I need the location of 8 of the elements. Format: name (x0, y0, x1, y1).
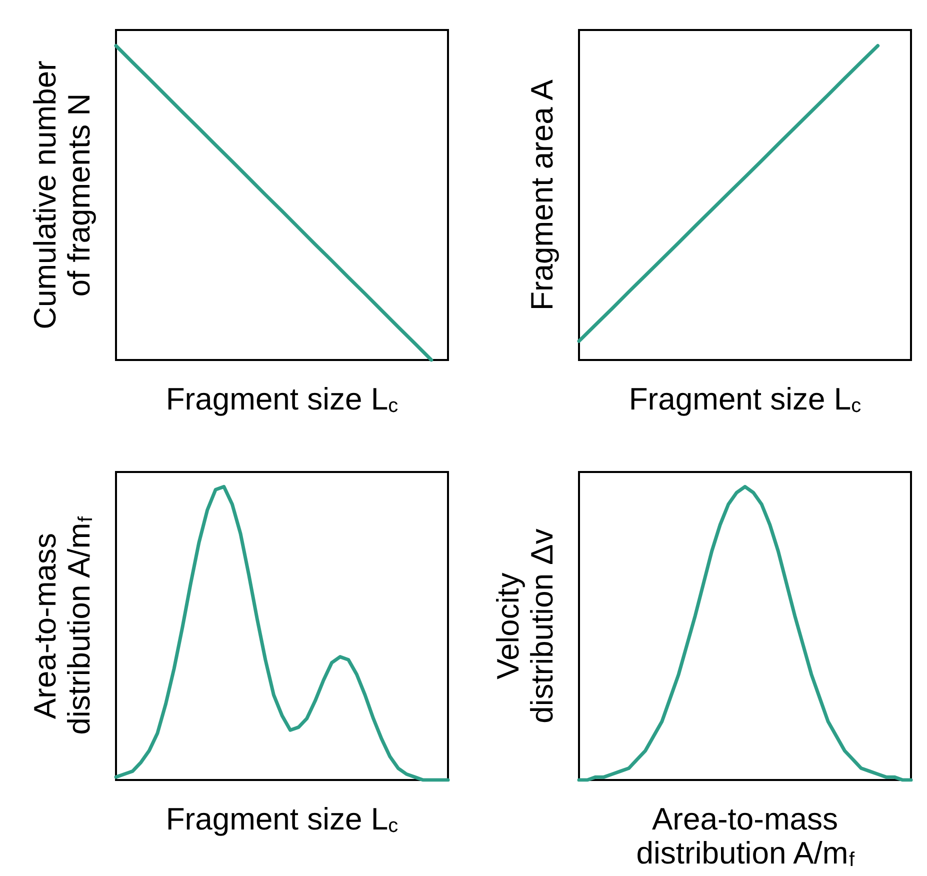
x-axis-title: Fragment size Lc (166, 382, 398, 417)
y-axis-title: Fragment area A (524, 79, 560, 310)
y-axis-title: Cumulative number of fragments N (28, 60, 96, 330)
y-axis-title: Velocity distribution Δv (490, 528, 560, 724)
x-axis-title: Fragment size Lc (628, 382, 862, 417)
x-axis-title: Area-to-mass distribution A/mf (636, 802, 856, 871)
y-axis-title: Area-to-mass distribution A/mf (28, 516, 97, 735)
x-axis-title: Fragment size Lc (166, 802, 398, 837)
